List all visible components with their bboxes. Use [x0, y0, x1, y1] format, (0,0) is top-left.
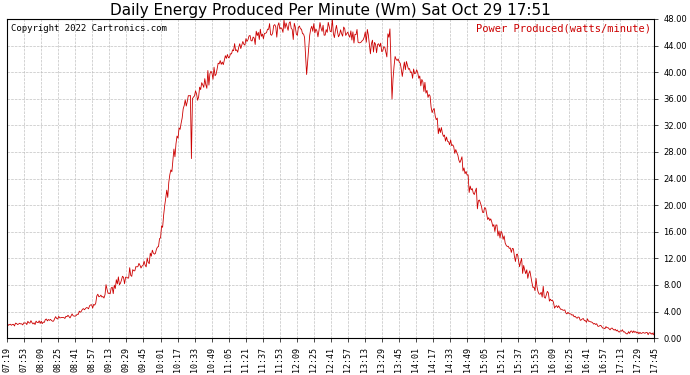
Text: Power Produced(watts/minute): Power Produced(watts/minute) [476, 24, 651, 34]
Text: Copyright 2022 Cartronics.com: Copyright 2022 Cartronics.com [10, 24, 166, 33]
Title: Daily Energy Produced Per Minute (Wm) Sat Oct 29 17:51: Daily Energy Produced Per Minute (Wm) Sa… [110, 3, 551, 18]
